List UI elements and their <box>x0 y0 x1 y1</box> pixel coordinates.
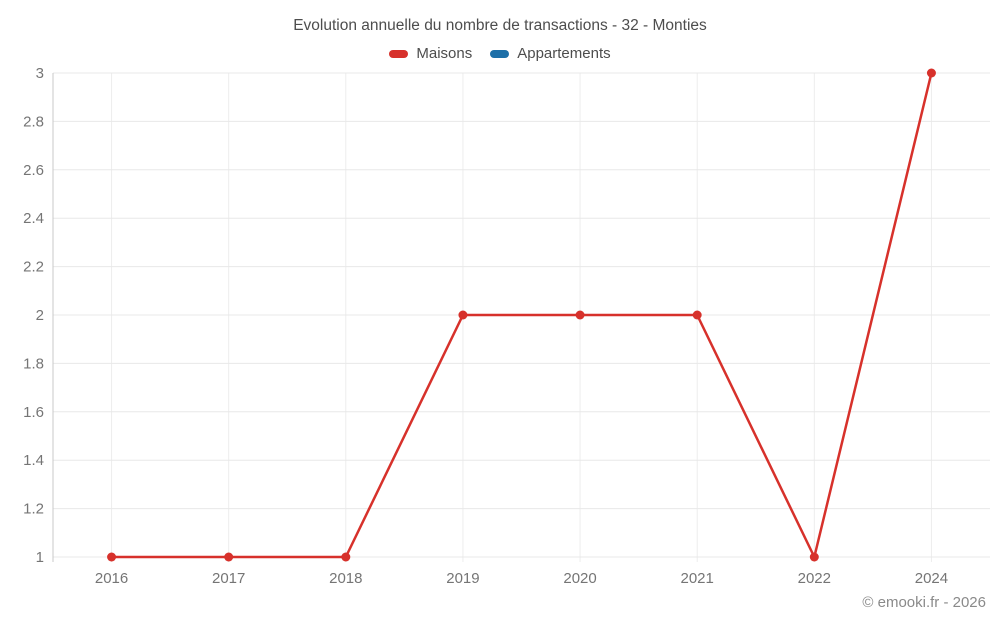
y-tick-label: 2 <box>36 307 44 324</box>
y-tick-label: 1.8 <box>23 355 44 372</box>
data-point[interactable] <box>224 552 234 562</box>
y-tick-label: 1.6 <box>23 404 44 421</box>
y-tick-label: 1 <box>36 549 44 566</box>
x-axis-labels: 2016 2017 2018 2019 2020 2021 2022 2024 <box>95 570 948 587</box>
data-point[interactable] <box>341 552 351 562</box>
appartements-series-swatch-icon <box>490 49 510 58</box>
y-tick-label: 2.2 <box>23 259 44 276</box>
maisons-series-swatch-icon <box>389 49 409 58</box>
data-point[interactable] <box>458 310 468 320</box>
x-tick-label: 2020 <box>563 570 596 587</box>
y-tick-label: 2.4 <box>23 210 44 227</box>
x-tick-label: 2017 <box>212 570 245 587</box>
copyright-text: © emooki.fr - 2026 <box>862 594 986 611</box>
legend-item-appartements[interactable]: Appartements <box>490 45 611 62</box>
data-point[interactable] <box>692 310 702 320</box>
x-tick-label: 2019 <box>446 570 479 587</box>
x-tick-label: 2021 <box>681 570 714 587</box>
y-tick-label: 2.6 <box>23 162 44 179</box>
data-point[interactable] <box>809 552 819 562</box>
y-tick-label: 3 <box>36 65 44 82</box>
y-tick-label: 1.4 <box>23 452 44 469</box>
legend-label-appartements: Appartements <box>517 45 611 62</box>
y-tick-label: 1.2 <box>23 501 44 518</box>
x-tick-label: 2016 <box>95 570 128 587</box>
data-point[interactable] <box>107 552 117 562</box>
vertical-gridlines <box>111 73 932 562</box>
legend-item-maisons[interactable]: Maisons <box>389 45 472 62</box>
data-point[interactable] <box>926 68 936 78</box>
x-tick-label: 2018 <box>329 570 362 587</box>
data-point[interactable] <box>575 310 585 320</box>
x-tick-label: 2024 <box>915 570 948 587</box>
chart-title: Evolution annuelle du nombre de transact… <box>293 17 707 34</box>
series-line <box>110 71 933 559</box>
series-maisons <box>107 68 936 562</box>
x-tick-label: 2022 <box>798 570 831 587</box>
y-tick-label: 2.8 <box>23 113 44 130</box>
y-axis-labels: 1 1.2 1.4 1.6 1.8 2 2.2 2.4 2.6 2.8 3 <box>23 65 44 566</box>
chart-legend: Maisons Appartements <box>0 45 1000 62</box>
legend-label-maisons: Maisons <box>416 45 473 62</box>
